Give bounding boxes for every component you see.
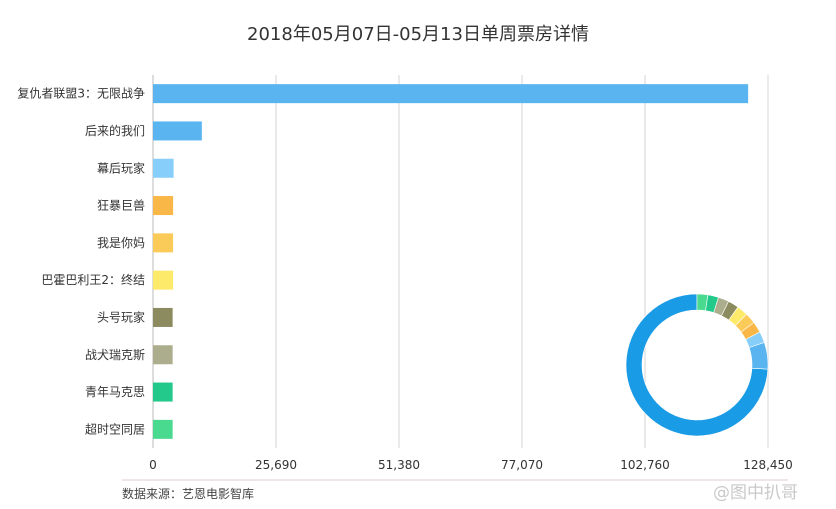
category-label: 后来的我们 [85,123,145,138]
data-source-note: 数据来源：艺恩电影智库 [122,487,255,501]
bar [153,307,173,327]
bar [153,233,174,253]
bar [153,270,174,290]
bar [153,382,173,402]
x-tick-label: 25,690 [255,458,297,472]
category-label: 巴霍巴利王2：终结 [41,272,145,287]
category-label: 战犬瑞克斯 [85,348,145,362]
x-tick-label: 51,380 [378,458,420,472]
bar [153,158,174,178]
x-tick-label: 0 [149,458,157,472]
bar [153,196,174,216]
chart-title: 2018年05月07日-05月13日单周票房详情 [247,24,589,45]
x-tick-label: 128,450 [743,458,793,472]
x-tick-label: 102,760 [620,458,670,472]
bar [153,345,173,365]
donut-slice [625,293,769,437]
bar [153,121,202,141]
category-label: 狂暴巨兽 [97,199,145,213]
category-label: 超时空同居 [85,421,145,436]
bar [153,84,749,104]
x-tick-label: 77,070 [501,458,543,472]
bar [153,419,173,439]
category-label: 我是你妈 [97,236,145,250]
donut-slice [696,293,709,311]
category-label: 青年马克思 [85,385,145,399]
category-label: 头号玩家 [97,309,145,324]
category-label: 幕后玩家 [97,160,145,175]
category-label: 复仇者联盟3：无限战争 [17,87,145,101]
watermark: @图中扒哥 [713,483,798,503]
